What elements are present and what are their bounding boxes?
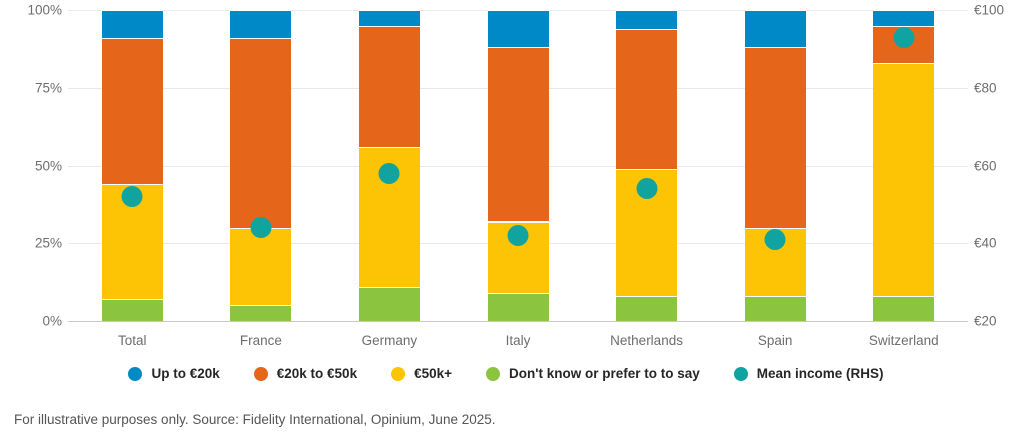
legend-swatch-icon: [128, 366, 143, 381]
x-axis-label: Total: [118, 333, 147, 348]
bar-segment[interactable]: [487, 10, 549, 48]
y-axis-tick-left: 100%: [27, 2, 62, 18]
bar-segment[interactable]: [873, 62, 935, 297]
legend-label: Up to €20k: [151, 366, 220, 381]
legend-item[interactable]: Up to €20k: [128, 366, 220, 381]
mean-income-dot[interactable]: [507, 224, 529, 246]
bar-segment[interactable]: [873, 296, 935, 321]
legend-label: €50k+: [414, 366, 452, 381]
bar-segment[interactable]: [101, 38, 163, 185]
bar-segment[interactable]: [101, 299, 163, 321]
y-axis-tick-left: 25%: [34, 235, 62, 251]
bar-france: [230, 10, 292, 321]
y-axis-tick-left: 75%: [34, 80, 62, 95]
legend-item[interactable]: Mean income (RHS): [733, 366, 884, 381]
mean-income-dot[interactable]: [121, 186, 143, 208]
legend-item[interactable]: Don't know or prefer to to say: [486, 366, 700, 381]
mean-income-dot[interactable]: [893, 26, 915, 48]
bar-italy: [487, 10, 549, 321]
bar-segment[interactable]: [358, 286, 420, 321]
mean-income-dot[interactable]: [250, 217, 272, 239]
legend-swatch-icon: [733, 366, 748, 381]
bar-segment[interactable]: [744, 10, 806, 48]
x-axis-label: Netherlands: [610, 333, 683, 348]
y-axis-tick-right: €60: [974, 157, 997, 173]
chart-legend: Up to €20k €20k to €50k €50k+ Don't know or…: [0, 366, 1012, 381]
bar-segment[interactable]: [616, 10, 678, 29]
y-axis-tick-left: 50%: [34, 157, 62, 173]
bar-total: [101, 10, 163, 321]
gridline: [68, 321, 968, 322]
mean-income-dot[interactable]: [378, 162, 400, 184]
bar-germany: [358, 10, 420, 321]
legend-label: Mean income (RHS): [756, 366, 884, 381]
x-axis-label: France: [239, 333, 282, 348]
bar-segment[interactable]: [616, 28, 678, 169]
y-axis-tick-right: €100: [974, 2, 1005, 18]
legend-swatch-icon: [253, 366, 268, 381]
mean-income-dot[interactable]: [636, 178, 658, 200]
bar-spain: [744, 10, 806, 321]
bar-segment[interactable]: [101, 10, 163, 38]
mean-income-dot[interactable]: [764, 228, 786, 250]
footnote: For illustrative purposes only. Source: …: [14, 412, 496, 427]
bar-segment[interactable]: [487, 293, 549, 321]
bar-segment[interactable]: [230, 305, 292, 321]
bar-netherlands: [616, 10, 678, 321]
bar-segment[interactable]: [616, 296, 678, 321]
y-axis-tick-right: €40: [974, 235, 997, 251]
x-axis-label: Switzerland: [868, 333, 939, 348]
x-axis-label: Italy: [505, 333, 531, 348]
bar-segment[interactable]: [873, 10, 935, 26]
bar-switzerland: [873, 10, 935, 321]
legend-swatch-icon: [486, 366, 500, 381]
x-axis-label: Germany: [361, 333, 418, 348]
y-axis-tick-left: 0%: [42, 313, 62, 329]
legend-item[interactable]: €50k+: [391, 366, 452, 381]
plot-area: [68, 10, 968, 322]
bar-segment[interactable]: [358, 10, 420, 26]
bar-segment[interactable]: [358, 25, 420, 147]
bar-segment[interactable]: [744, 47, 806, 228]
y-axis-tick-right: €80: [974, 80, 997, 95]
bar-segment[interactable]: [230, 10, 292, 38]
y-axis-tick-right: €20: [974, 313, 997, 329]
x-axis-label: Spain: [757, 333, 793, 348]
bar-segment[interactable]: [487, 47, 549, 222]
bar-segment[interactable]: [230, 227, 292, 306]
legend-label: Don't know or prefer to to say: [509, 366, 700, 381]
legend-swatch-icon: [391, 366, 406, 381]
bar-segment[interactable]: [744, 296, 806, 321]
legend-item[interactable]: €20k to €50k: [253, 366, 358, 381]
bar-segment[interactable]: [230, 38, 292, 228]
legend-label: €20k to €50k: [276, 366, 358, 381]
